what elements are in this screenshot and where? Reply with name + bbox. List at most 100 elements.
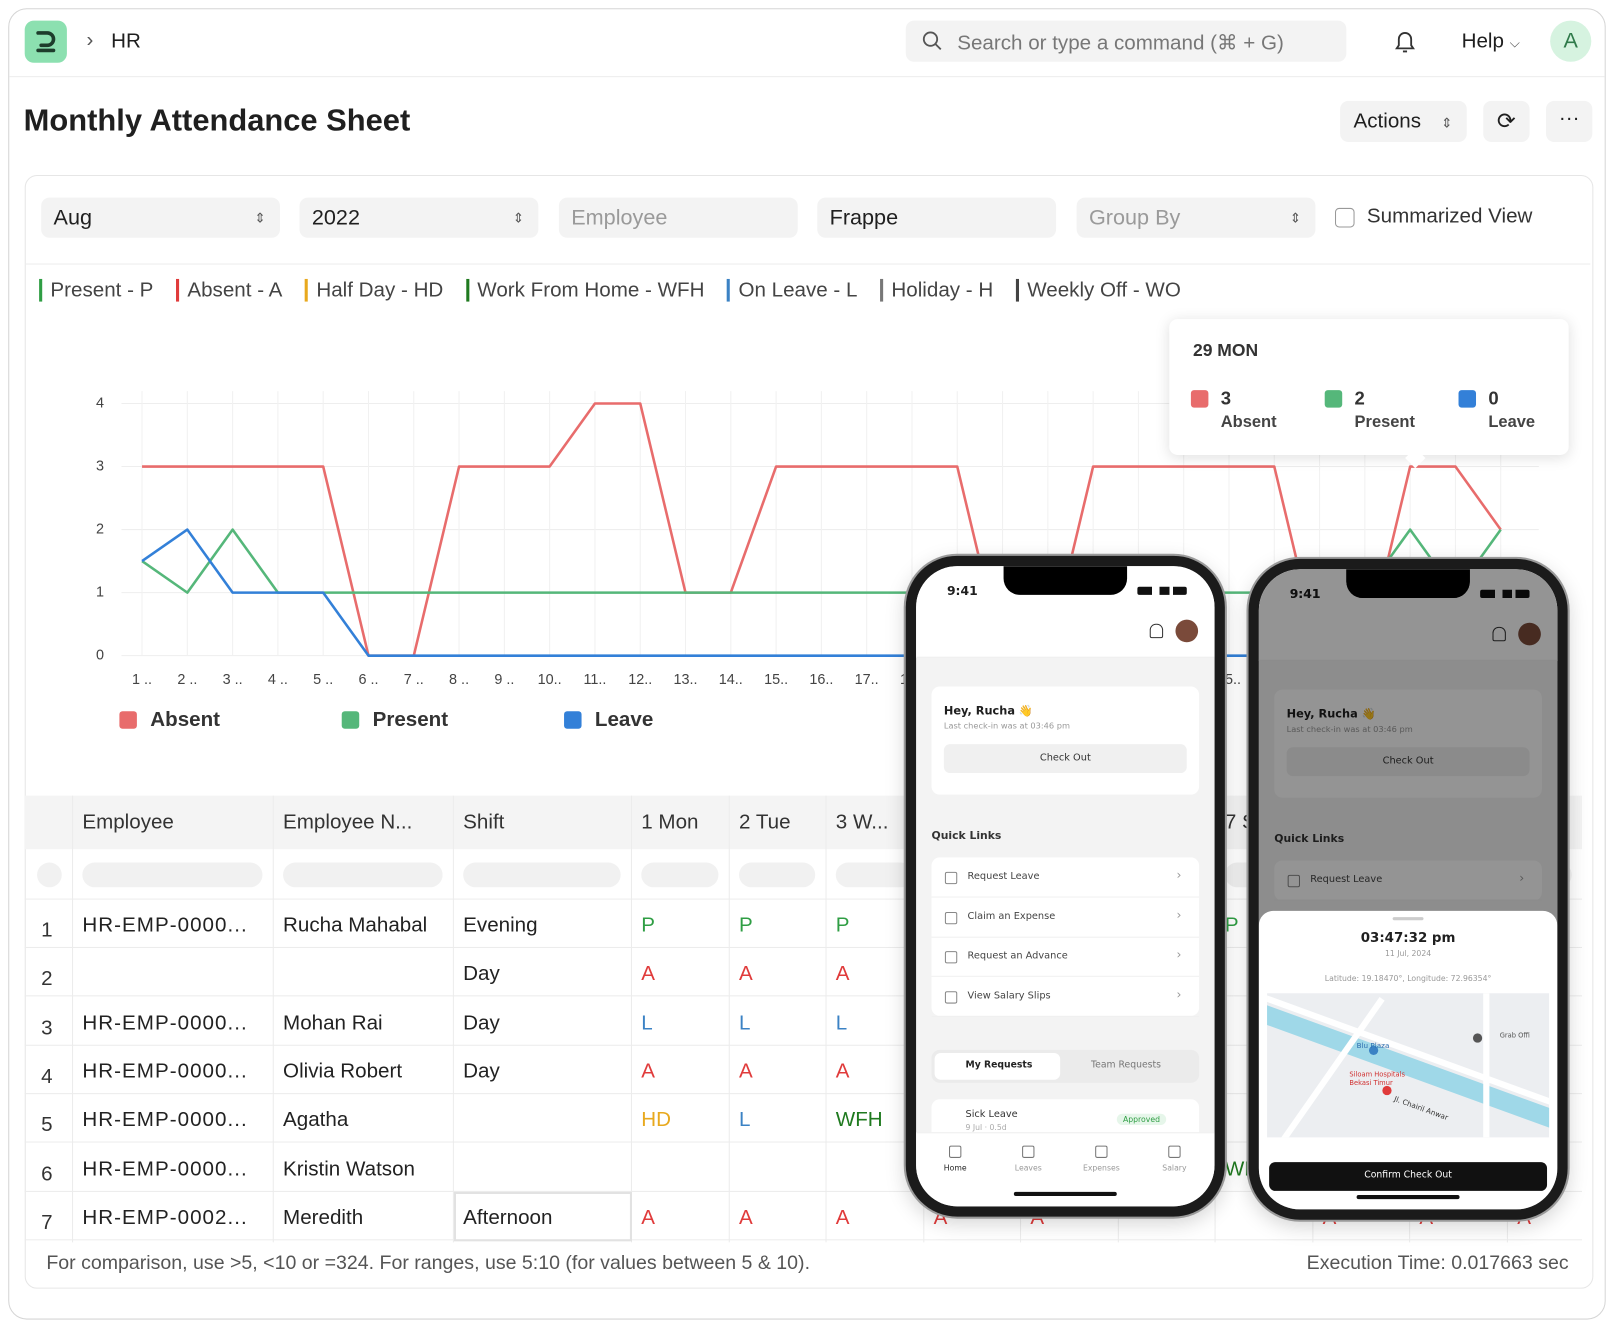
help-label: Help: [1461, 29, 1504, 53]
year: 2022: [311, 205, 360, 230]
month-select[interactable]: Aug ⇕: [41, 197, 280, 238]
search-icon: [922, 31, 942, 51]
tooltip-label: Absent: [1220, 413, 1277, 432]
status-icons: [1480, 589, 1530, 599]
quick-link[interactable]: View Salary Slips ›: [931, 976, 1200, 1017]
map: Blu Plaza Siloam Hospitals Bekasi Timur Jl…: [1267, 993, 1550, 1138]
chevron: ⇕: [1441, 115, 1453, 131]
search-box[interactable]: Search or type a command (⌘ + G): [905, 20, 1347, 62]
y-tick-label: 0: [96, 647, 104, 663]
x-tick-label: 17..: [855, 672, 879, 688]
table-cell: P: [739, 914, 753, 937]
table-cell: Day: [463, 1011, 500, 1035]
row-number: 7: [41, 1211, 53, 1234]
quick-link[interactable]: Request Leave ›: [1274, 860, 1542, 901]
employee-placeholder: Employee: [571, 205, 668, 230]
refresh-button[interactable]: ⟳: [1483, 100, 1530, 143]
confirm-button[interactable]: Confirm Check Out: [1269, 1162, 1548, 1191]
table-cell: Mohan Rai: [283, 1011, 383, 1035]
nav-label: Expenses: [1082, 1163, 1120, 1173]
table-cell: A: [641, 1206, 655, 1229]
check-out-button[interactable]: Check Out: [1286, 747, 1530, 777]
bottom-sheet: 03:47:32 pm 11 Jul, 2024 Latitude: 19.1847…: [1258, 910, 1558, 1210]
x-tick-label: 7 ..: [404, 672, 424, 688]
row-number: 3: [41, 1016, 53, 1040]
legend-label: Present: [373, 708, 449, 731]
link-chevron: ›: [1176, 986, 1182, 1001]
filter-pill[interactable]: [283, 862, 443, 888]
table-cell: Meredith: [283, 1206, 364, 1229]
bell-icon[interactable]: [1393, 29, 1418, 56]
report-card: [24, 174, 1594, 1289]
link-label: Claim an Expense: [967, 910, 1056, 922]
table-cell: Day: [463, 962, 500, 986]
link-icon: [944, 871, 958, 885]
link-chevron: ›: [1176, 946, 1182, 962]
chevron: ⇕: [512, 209, 524, 226]
table-cell: HR-EMP-0000...: [82, 1011, 248, 1035]
employee-input[interactable]: Employee: [558, 197, 798, 238]
sheet-handle: [1392, 917, 1424, 921]
table-cell: A: [739, 1206, 753, 1229]
table-cell: A: [835, 1060, 850, 1083]
actions-button[interactable]: Actions ⇕: [1340, 100, 1467, 143]
filter-pill[interactable]: [835, 862, 913, 888]
y-tick-label: 2: [96, 521, 104, 537]
column-header: 3 W...: [835, 811, 889, 834]
filter-pill[interactable]: [463, 862, 621, 888]
table-cell: Kristin Watson: [283, 1157, 416, 1181]
summarized-view-label[interactable]: Summarized View: [1366, 204, 1533, 228]
row-number: 4: [41, 1065, 53, 1088]
x-tick-label: 3 ..: [223, 672, 243, 688]
table-cell: HD: [641, 1108, 671, 1132]
map-pin: [1472, 1033, 1483, 1043]
table-cell: A: [641, 962, 655, 986]
checkbox[interactable]: [1335, 207, 1355, 228]
last-checkin: Last check-in was at 03:46 pm: [1286, 724, 1413, 734]
year-select[interactable]: 2022 ⇕: [299, 197, 539, 238]
avatar[interactable]: A: [1550, 20, 1592, 62]
filter-pill[interactable]: [82, 862, 263, 888]
focused-cell: [453, 1191, 632, 1242]
group-by-select[interactable]: Group By ⇕: [1076, 197, 1316, 238]
table-cell: L: [835, 1011, 848, 1035]
column-border: [72, 795, 74, 1243]
phone-screen: 9:41 Hey, Rucha 👋 Last check-in was at 03:…: [916, 566, 1215, 1207]
check-out-button[interactable]: Check Out: [943, 744, 1187, 774]
breadcrumb[interactable]: HR: [111, 29, 141, 53]
breadcrumb-sep: ›: [86, 28, 94, 52]
help-menu[interactable]: Help ⌵: [1462, 30, 1520, 54]
bottom-nav: Home Leaves Expenses Salary: [916, 1132, 1215, 1207]
column-header: Employee: [82, 811, 174, 834]
filter-pill[interactable]: [739, 862, 816, 888]
map-road: [1483, 993, 1490, 1138]
avatar: [1175, 619, 1199, 643]
legend-swatch: [564, 711, 582, 729]
logo[interactable]: [24, 20, 67, 63]
chevron: ⌵: [1509, 34, 1520, 51]
row-number: 6: [41, 1162, 53, 1186]
table-cell: WFH: [835, 1108, 883, 1132]
company-input[interactable]: Frappe: [817, 197, 1057, 238]
status-legend-item: Work From Home - WFH: [465, 278, 704, 302]
x-tick-label: 11..: [583, 672, 606, 688]
column-header: 1 Mon: [641, 811, 699, 834]
x-tick-label: 5 ..: [313, 672, 333, 688]
table-cell: Agatha: [283, 1108, 349, 1132]
status-legend-item: Absent - A: [176, 278, 282, 302]
table-cell: Evening: [463, 914, 538, 937]
request-meta: 9 Jul · 0.5d: [965, 1122, 1007, 1133]
nav-label: Salary: [1162, 1163, 1187, 1173]
actions-label: Actions: [1353, 110, 1422, 133]
more-button[interactable]: ···: [1546, 100, 1593, 143]
status-legend: Present - P Absent - A Half Day - HD Work F…: [39, 278, 1203, 302]
quick-links-title: Quick Links: [1274, 832, 1345, 846]
greeting: Hey, Rucha 👋: [943, 704, 1033, 718]
y-tick-label: 1: [96, 584, 104, 600]
column-border: [728, 795, 730, 1243]
filter-pill[interactable]: [641, 862, 719, 888]
quick-link[interactable]: Claim an Expense ›: [931, 897, 1200, 938]
quick-link[interactable]: Request Leave ›: [931, 857, 1200, 898]
quick-link[interactable]: Request an Advance ›: [931, 937, 1200, 977]
y-tick-label: 3: [96, 458, 104, 474]
